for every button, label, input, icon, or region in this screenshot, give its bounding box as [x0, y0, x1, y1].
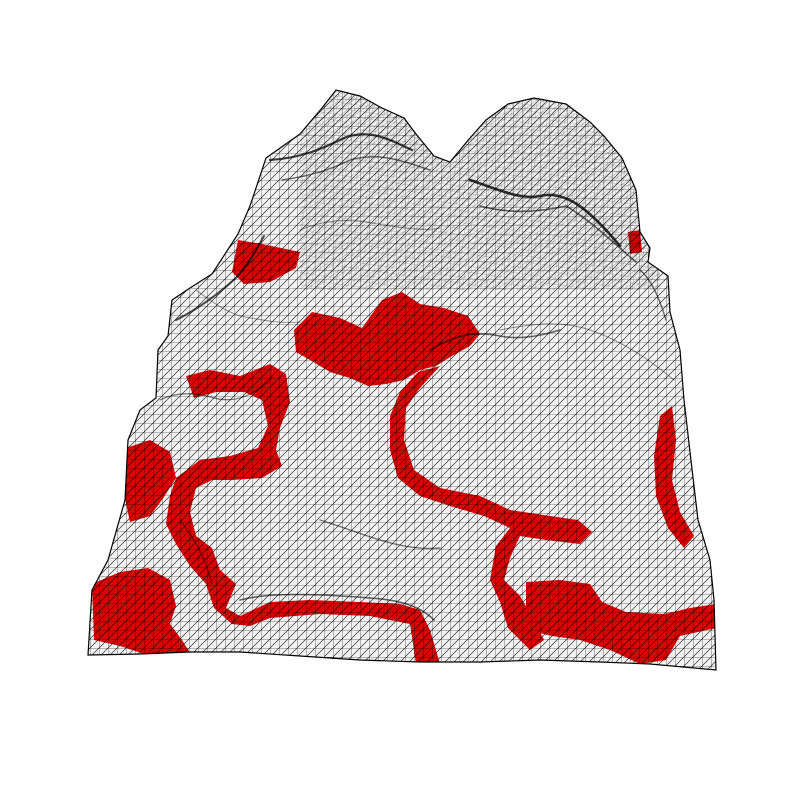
- terrain-ridges: [159, 133, 675, 621]
